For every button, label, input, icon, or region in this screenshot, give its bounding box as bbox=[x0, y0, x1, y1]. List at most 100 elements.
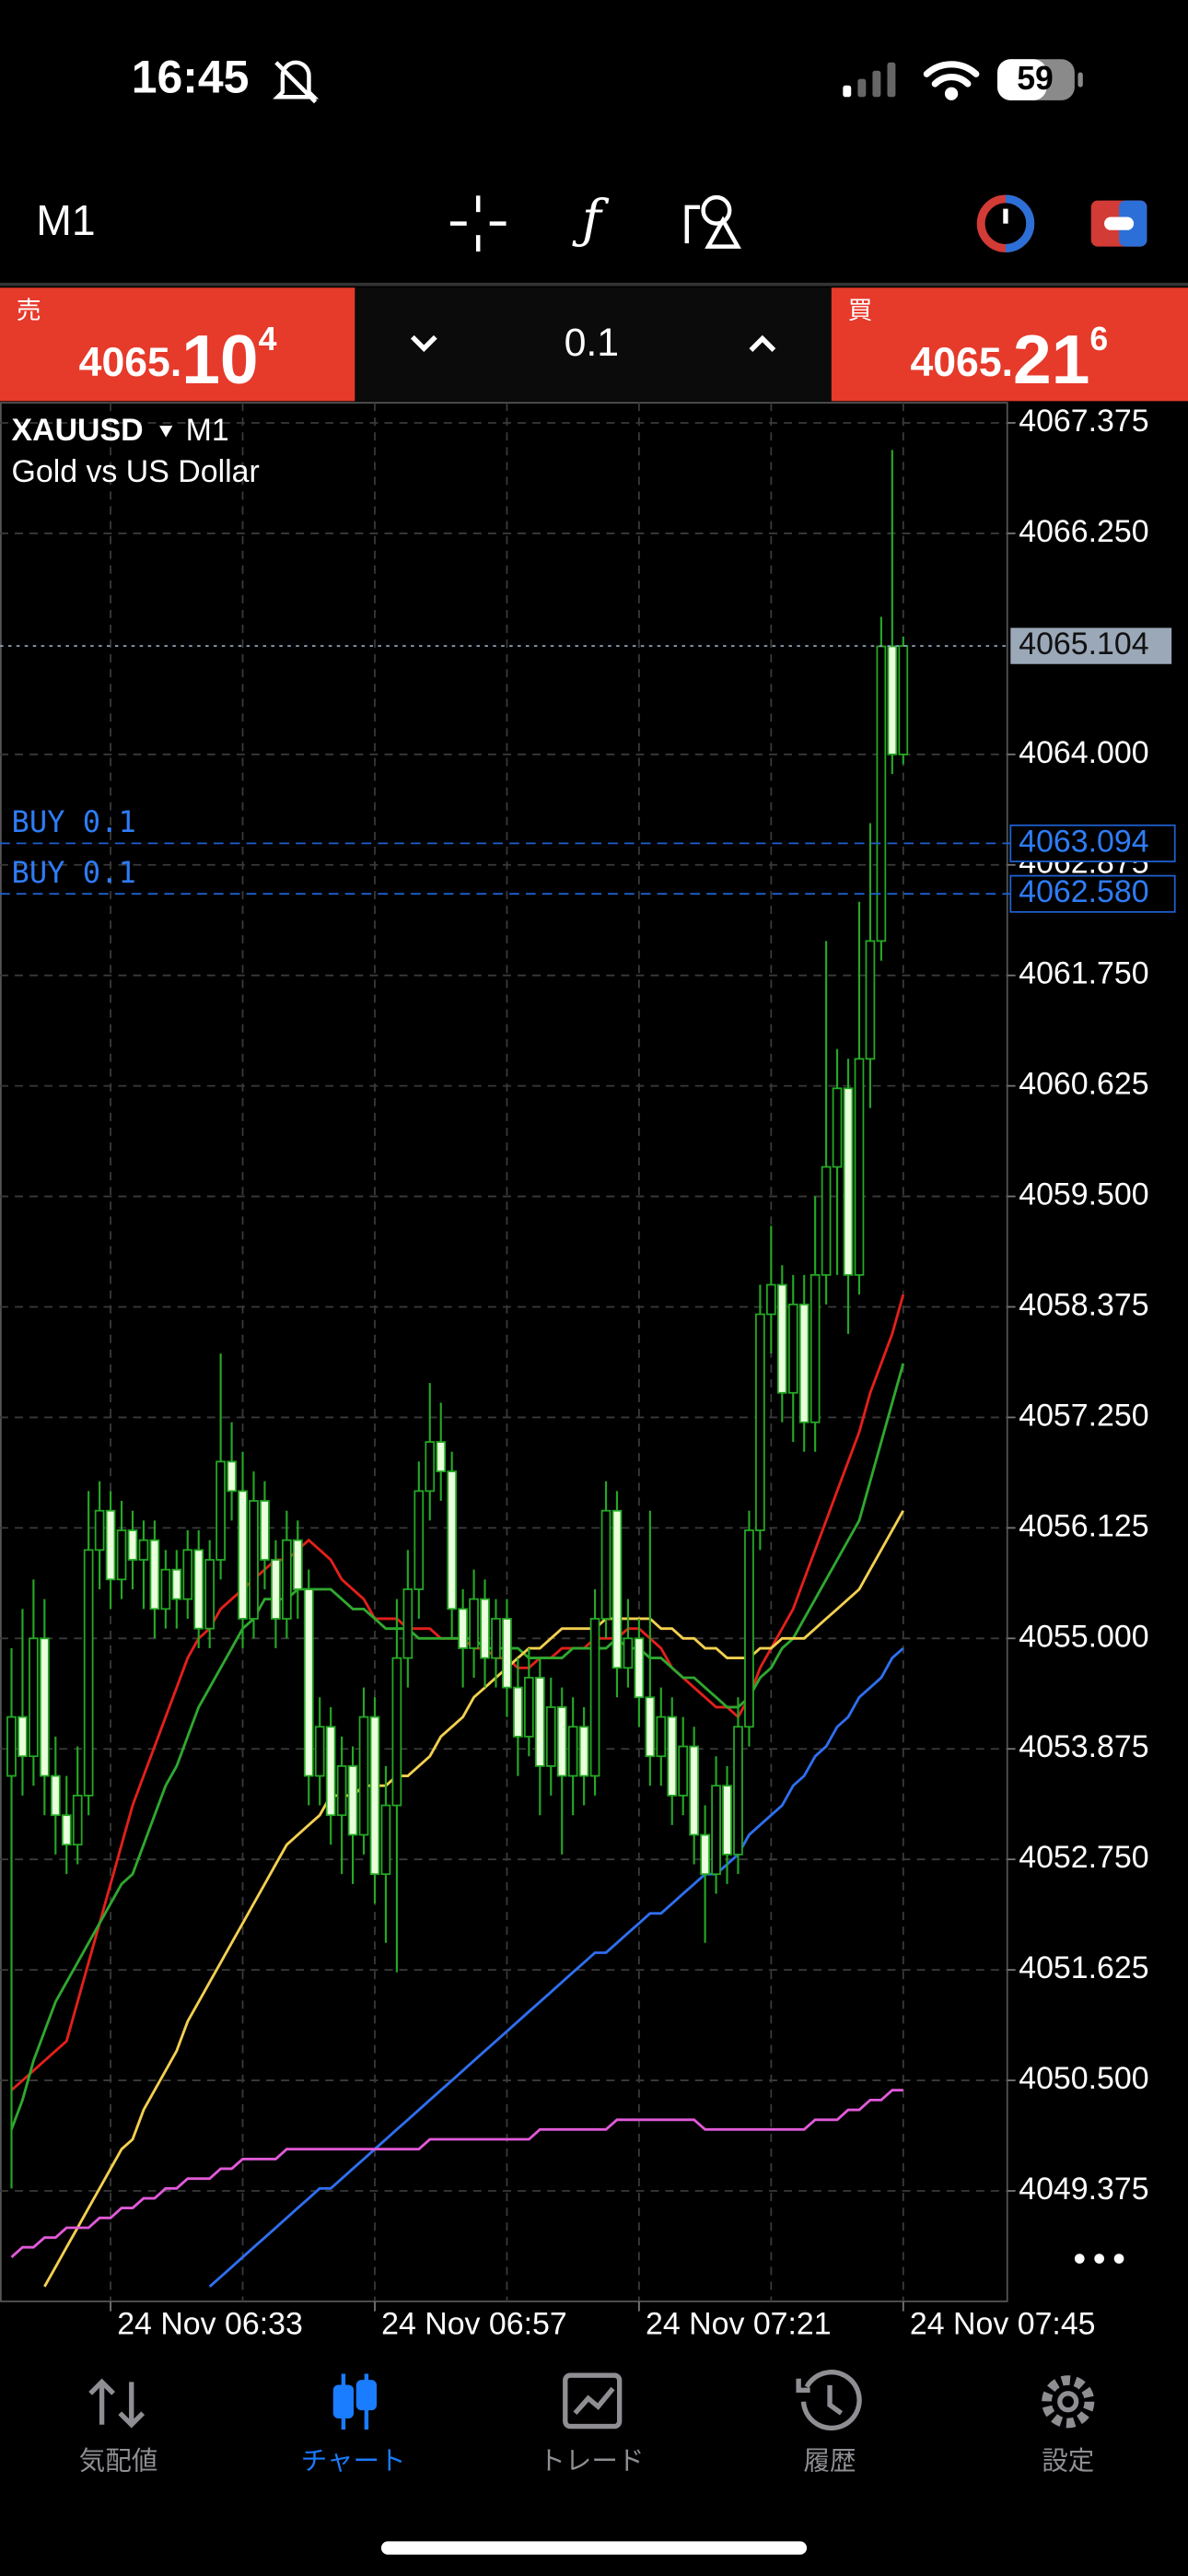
candle-body bbox=[556, 1706, 567, 1777]
candle-body bbox=[502, 1618, 512, 1689]
battery-level: 59 bbox=[1017, 60, 1054, 97]
moving-average-line bbox=[10, 2089, 903, 2259]
current-price-box bbox=[1010, 627, 1172, 664]
symbol-dropdown[interactable] bbox=[159, 426, 173, 438]
candle-body bbox=[171, 1568, 182, 1600]
chart-tab-icon[interactable] bbox=[332, 2373, 378, 2430]
tab-label[interactable]: 設定 bbox=[1042, 2446, 1094, 2476]
quotes-tab-icon[interactable] bbox=[88, 2378, 146, 2429]
candle-body bbox=[380, 1804, 391, 1876]
symbol-description: Gold vs US Dollar bbox=[11, 454, 259, 489]
candle-body bbox=[336, 1765, 347, 1817]
candle-body bbox=[425, 1441, 436, 1493]
crosshair-button[interactable] bbox=[449, 195, 507, 252]
trade-toggle-button[interactable] bbox=[1090, 200, 1147, 247]
tab-label[interactable]: 気配値 bbox=[79, 2446, 158, 2476]
sell-price-sup: 4 bbox=[259, 322, 277, 358]
candle-body bbox=[271, 1559, 281, 1620]
candle-body bbox=[589, 1618, 600, 1777]
chart-timeframe: M1 bbox=[186, 413, 229, 448]
candle-body bbox=[281, 1539, 292, 1620]
objects-button[interactable] bbox=[684, 194, 741, 249]
volume-up[interactable] bbox=[749, 334, 776, 352]
buy-button[interactable] bbox=[831, 287, 1188, 402]
candle-body bbox=[700, 1833, 710, 1876]
candle-body bbox=[83, 1549, 94, 1797]
settings-tab-icon[interactable] bbox=[1042, 2375, 1095, 2429]
candle-body bbox=[887, 645, 898, 755]
tab-label[interactable]: チャート bbox=[301, 2446, 406, 2476]
overlay: 4065.104 BUY 0.1 4063.094 BUY 0.1 4062.580 bbox=[0, 626, 1176, 913]
current-price-label: 4065.104 bbox=[1019, 626, 1148, 662]
position-price-box bbox=[1009, 874, 1176, 913]
candle-body bbox=[843, 1087, 854, 1276]
symbol[interactable]: XAUUSD bbox=[11, 413, 143, 448]
candle-body bbox=[600, 1509, 611, 1620]
tab-label[interactable]: トレード bbox=[539, 2446, 644, 2476]
candle-body bbox=[72, 1794, 83, 1846]
battery-icon: 59 bbox=[997, 59, 1083, 100]
buy-label: 買 bbox=[848, 297, 873, 324]
y-tick-label: 4067.375 bbox=[1019, 404, 1148, 439]
candle-body bbox=[744, 1529, 754, 1728]
candle-body bbox=[193, 1549, 204, 1630]
candle-body bbox=[160, 1568, 171, 1610]
candle-body bbox=[40, 1637, 50, 1777]
volume-down[interactable] bbox=[410, 334, 437, 353]
clock-button[interactable] bbox=[976, 194, 1035, 252]
candle-body bbox=[116, 1529, 127, 1581]
tab-bar: 気配値 チャート トレード 履歴 設定 bbox=[79, 2370, 1095, 2476]
candle-body bbox=[854, 1058, 865, 1276]
y-tick-label: 4060.625 bbox=[1019, 1067, 1148, 1102]
moving-average-line bbox=[208, 1646, 904, 2288]
candle-body bbox=[105, 1509, 116, 1581]
history-tab-icon[interactable] bbox=[796, 2370, 862, 2431]
candle-body bbox=[798, 1303, 809, 1423]
sell-button[interactable] bbox=[0, 287, 355, 402]
position-price-box bbox=[1009, 824, 1176, 862]
candle-body bbox=[567, 1726, 578, 1777]
candle-body bbox=[513, 1686, 523, 1738]
candle-body bbox=[578, 1726, 589, 1777]
signal-icon bbox=[843, 62, 896, 98]
candle-body bbox=[358, 1715, 369, 1836]
candle-body bbox=[491, 1618, 501, 1659]
candle-body bbox=[314, 1726, 325, 1777]
position-label: BUY 0.1 bbox=[11, 804, 135, 839]
y-tick-label: 4058.375 bbox=[1019, 1287, 1148, 1322]
tab-label[interactable]: 履歴 bbox=[803, 2446, 856, 2476]
x-tick-label: 24 Nov 07:45 bbox=[910, 2307, 1096, 2342]
status-bar: 16:45 59 bbox=[132, 52, 1083, 104]
y-tick-label: 4056.125 bbox=[1019, 1508, 1148, 1543]
candle-body bbox=[50, 1774, 61, 1817]
candle-body bbox=[303, 1588, 314, 1777]
chart-header: XAUUSD M1 Gold vs US Dollar bbox=[11, 413, 259, 489]
toolbar: M1 ƒ bbox=[0, 190, 1188, 287]
candle-body bbox=[204, 1559, 215, 1630]
candle-body bbox=[722, 1785, 732, 1856]
moving-average-line bbox=[10, 1363, 905, 2130]
trade-tab-icon[interactable] bbox=[563, 2372, 623, 2430]
volume[interactable]: 0.1 bbox=[565, 321, 620, 365]
buy-price: 4065.216 bbox=[910, 321, 1108, 398]
candle-body bbox=[623, 1637, 634, 1669]
candle-body bbox=[127, 1529, 138, 1561]
more-button[interactable] bbox=[1074, 2254, 1124, 2264]
candle-body bbox=[369, 1715, 380, 1876]
buy-price-big: 21 bbox=[1013, 321, 1089, 398]
buy-price-main: 4065. bbox=[910, 340, 1013, 385]
candle-body bbox=[469, 1598, 479, 1649]
timeframe-button[interactable]: M1 bbox=[36, 196, 95, 244]
candle-body bbox=[413, 1490, 425, 1590]
x-tick-label: 24 Nov 07:21 bbox=[646, 2307, 832, 2342]
position-price-label: 4063.094 bbox=[1019, 824, 1148, 859]
candle-body bbox=[249, 1500, 259, 1620]
moving-average-line bbox=[43, 1510, 905, 2288]
home-indicator bbox=[380, 2541, 808, 2555]
candle-body bbox=[29, 1637, 39, 1758]
sell-price-big: 10 bbox=[181, 321, 258, 398]
candle-body bbox=[458, 1608, 468, 1649]
plot-frame bbox=[0, 402, 1008, 2302]
